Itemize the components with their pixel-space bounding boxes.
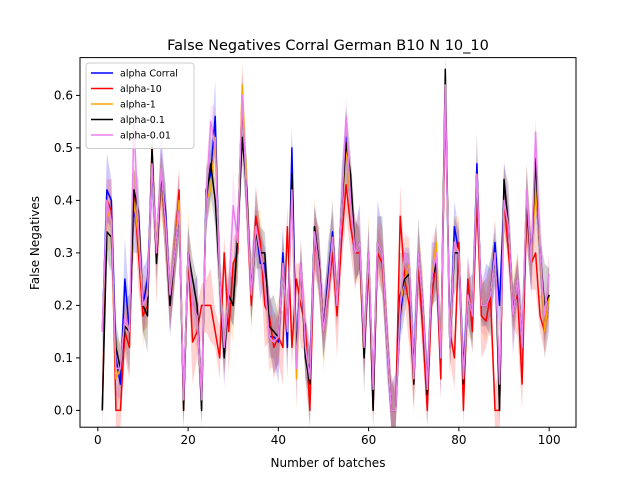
legend-label: alpha-1	[120, 100, 156, 111]
band-1	[102, 57, 550, 428]
plot-frame	[79, 57, 577, 428]
y-tick-label: 0.4	[54, 193, 73, 207]
y-tick-label: 0.3	[54, 246, 73, 260]
x-tick-label: 40	[271, 433, 286, 447]
legend-label: alpha-10	[120, 84, 162, 95]
x-tick-label: 0	[94, 433, 102, 447]
y-tick-label: 0.2	[54, 298, 73, 312]
series-lines	[101, 68, 550, 412]
legend-label: alpha Corral	[120, 69, 178, 80]
x-axis-ticks: 0 20 40 60 80 100	[94, 427, 561, 447]
x-tick-label: 20	[180, 433, 195, 447]
x-axis-label: Number of batches	[271, 456, 386, 470]
y-axis-ticks: 0.0 0.1 0.2 0.3 0.4 0.5 0.6	[54, 88, 80, 417]
series-line-4	[101, 84, 550, 412]
legend-label: alpha-0.01	[120, 131, 171, 142]
y-tick-label: 0.5	[54, 141, 73, 155]
legend-label: alpha-0.1	[120, 115, 165, 126]
legend-box	[85, 62, 195, 149]
x-tick-label: 80	[451, 433, 466, 447]
y-tick-label: 0.0	[54, 403, 73, 417]
x-tick-label: 100	[538, 433, 561, 447]
y-axis-label: False Negatives	[28, 196, 42, 290]
chart-title: False Negatives Corral German B10 N 10_1…	[167, 38, 489, 54]
x-tick-label: 60	[361, 433, 376, 447]
y-tick-label: 0.1	[54, 351, 73, 365]
legend: alpha Corral alpha-10 alpha-1 alpha-0.1 alph…	[85, 62, 195, 149]
y-tick-label: 0.6	[54, 88, 73, 102]
